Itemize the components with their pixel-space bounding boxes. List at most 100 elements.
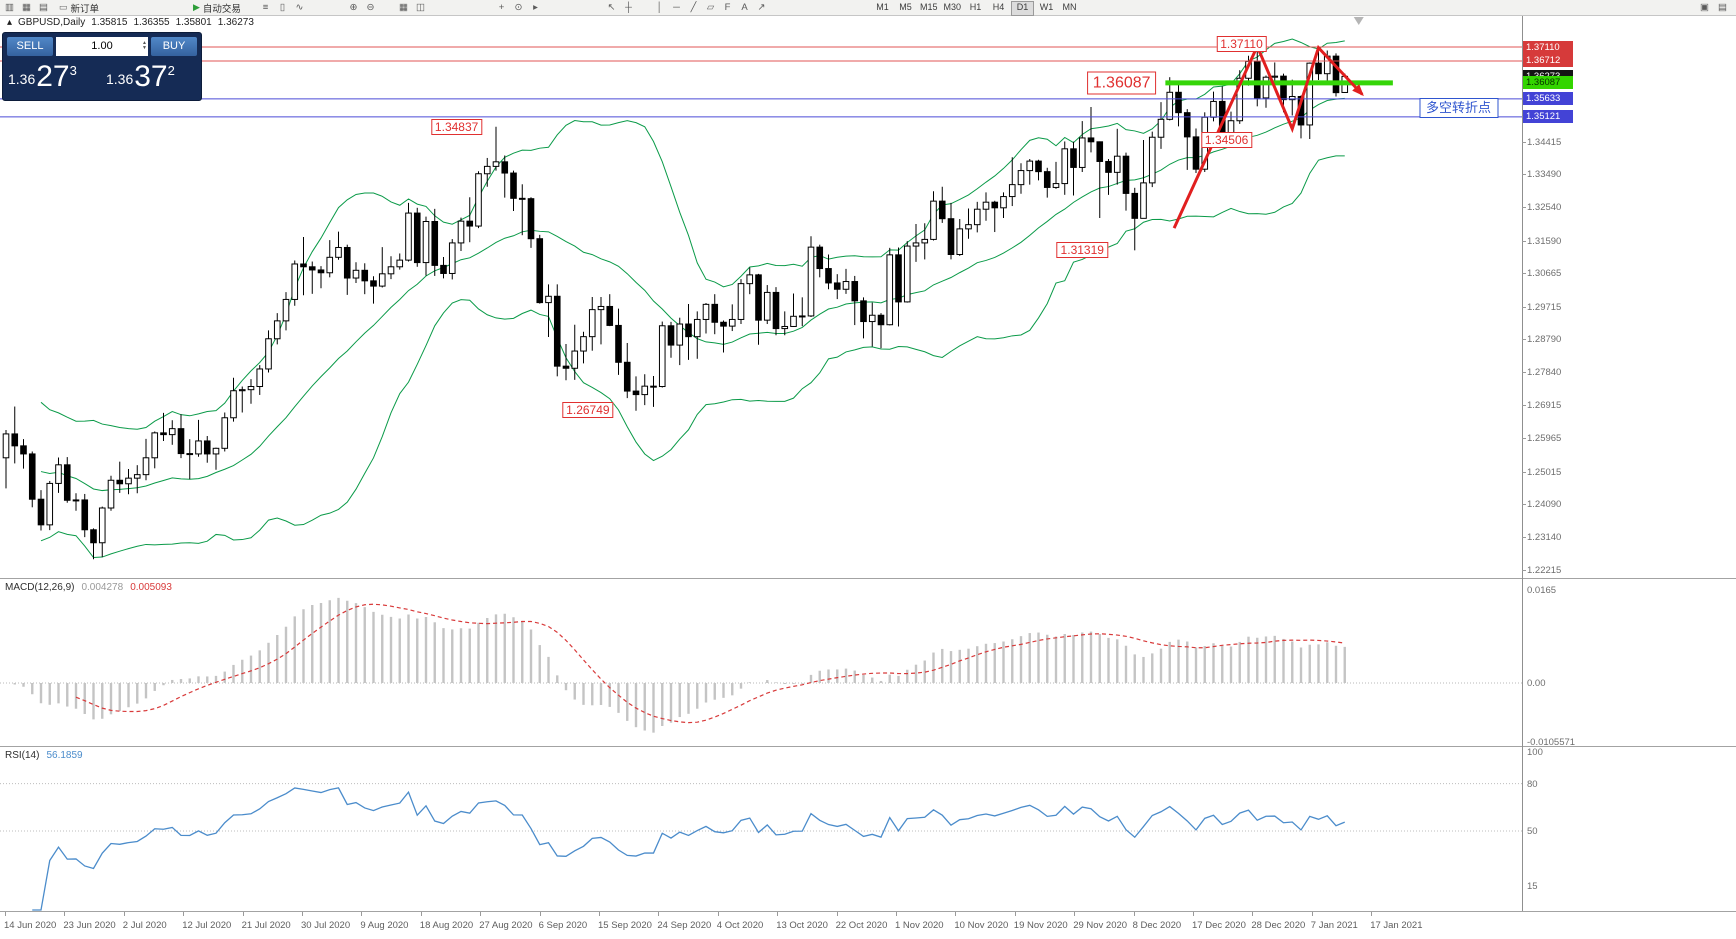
price-annotation[interactable]: 1.34837	[430, 118, 483, 135]
candle-body	[895, 254, 902, 303]
rsi-panel-canvas[interactable]	[0, 747, 1522, 911]
candle-body	[580, 336, 587, 352]
toolbar-channel-tool-icon[interactable]: ▱	[706, 2, 715, 13]
toolbar-market-watch-icon[interactable]: ▤	[39, 2, 48, 13]
candle-body	[2, 433, 10, 459]
chart-shift-marker-icon[interactable]	[1353, 17, 1364, 25]
price-annotation[interactable]: 1.31319	[1056, 241, 1108, 258]
price-annotation[interactable]: 1.26749	[562, 402, 614, 419]
toolbar-cascade-windows-icon[interactable]: ◫	[416, 2, 425, 13]
candle-body	[378, 273, 386, 287]
buy-button[interactable]: BUY	[151, 37, 197, 56]
candle-body	[247, 386, 255, 391]
candle-body	[405, 212, 412, 261]
timeframe-mn-button[interactable]: MN	[1062, 2, 1077, 12]
toolbar-vertical-line-tool-icon[interactable]: │	[656, 2, 663, 13]
candle-body	[422, 221, 430, 264]
toolbar-auto-scroll-icon[interactable]: ▸	[533, 2, 538, 13]
candle-body	[825, 268, 832, 284]
timeframe-h1-button[interactable]: H1	[969, 2, 982, 12]
volume-up-icon[interactable]: ▲	[142, 40, 147, 46]
timeframe-w1-button[interactable]: W1	[1039, 2, 1054, 12]
toolbar-new-chart-icon[interactable]: ▥	[5, 2, 14, 13]
volume-value: 1.00	[91, 40, 113, 52]
candle-body	[256, 368, 264, 388]
timeframe-m15-button[interactable]: M15	[920, 2, 938, 12]
toolbar-restore-window-icon[interactable]: ▤	[1718, 2, 1727, 13]
candle-body	[291, 263, 299, 300]
collapse-marker-icon[interactable]: ▴	[7, 17, 13, 28]
candle-body	[370, 280, 377, 287]
toolbar-auto-trading-button[interactable]: ▶ 自动交易	[190, 1, 244, 15]
candle-body	[1192, 136, 1200, 170]
toolbar-chart-window-icon[interactable]: ▣	[1700, 2, 1709, 13]
candle-body	[168, 428, 176, 436]
price-axis[interactable]	[1522, 15, 1602, 911]
zigzag-arrow-object[interactable]	[1172, 42, 1364, 229]
toolbar-trendline-tool-icon[interactable]: ╱	[690, 2, 697, 13]
timeframe-m5-button[interactable]: M5	[899, 2, 912, 12]
candle-body	[938, 200, 946, 220]
price-annotation[interactable]: 1.34506	[1200, 132, 1253, 149]
turning-point-note[interactable]: 多空转折点	[1418, 97, 1499, 118]
rsi-panel-separator[interactable]	[0, 746, 1736, 747]
toolbar-zoom-out-icon[interactable]: ⊖	[366, 2, 375, 13]
timeframe-h4-button[interactable]: H4	[992, 2, 1005, 12]
timeframe-bar: M1 M5 M15 M30 H1 H4 D1 W1 MN	[872, 1, 1080, 16]
macd-panel-canvas[interactable]	[0, 579, 1522, 746]
candle-body	[1017, 170, 1025, 186]
toolbar-line-chart-mode-icon[interactable]: ∿	[295, 2, 304, 13]
sell-button[interactable]: SELL	[7, 37, 53, 56]
timeframe-d1-button[interactable]: D1	[1011, 1, 1035, 16]
buy-price-frac: 2	[167, 63, 175, 78]
candle-body	[352, 269, 360, 279]
toolbar-tile-windows-icon[interactable]: ▦	[399, 2, 408, 13]
toolbar-arrow-tool-icon[interactable]: ↗	[757, 2, 766, 13]
rsi-title: RSI(14) 56.1859	[5, 750, 83, 761]
toolbar-crosshair-icon[interactable]: ┼	[625, 2, 632, 13]
macd-panel-separator[interactable]	[0, 578, 1736, 579]
toolbar-bar-chart-mode-icon[interactable]: ≡	[262, 2, 269, 13]
toolbar-horizontal-line-tool-icon[interactable]: ─	[673, 2, 680, 13]
toolbar-zoom-in-icon[interactable]: ⊕	[349, 2, 358, 13]
candle-body	[562, 365, 570, 369]
volume-down-icon[interactable]: ▼	[142, 45, 147, 51]
rsi-value: 56.1859	[46, 750, 83, 761]
candle-body	[457, 220, 465, 244]
candle-body	[11, 433, 19, 447]
main-toolbar: M1 M5 M15 M30 H1 H4 D1 W1 MN ▣ ▤ ▥ ▦ ▤ ▭ 新订单 ▶ 自动交易 ≡ ▯ ∿ ⊕…	[0, 0, 1736, 16]
toolbar-profiles-icon[interactable]: ▦	[22, 2, 31, 13]
candle-body	[1061, 148, 1069, 185]
candle-body	[1131, 192, 1139, 219]
volume-input[interactable]: 1.00 ▲ ▼	[56, 37, 148, 56]
toolbar-new-order-button[interactable]: ▭ 新订单	[56, 1, 102, 15]
candle-body	[553, 295, 561, 367]
candle-body	[1140, 182, 1147, 219]
macd-signal-value: 0.005093	[130, 582, 172, 593]
timeframe-m30-button[interactable]: M30	[943, 2, 962, 12]
toolbar-candlestick-mode-icon[interactable]: ▯	[279, 2, 286, 13]
toolbar-add-indicator-icon[interactable]: +	[498, 2, 505, 13]
toolbar-group-pointer: ↖ ┼	[604, 1, 636, 14]
price-chart-canvas[interactable]	[0, 15, 1522, 578]
timeframe-m1-button[interactable]: M1	[876, 2, 889, 12]
candle-body	[842, 281, 850, 290]
candle-body	[606, 305, 614, 326]
candle-body	[982, 201, 990, 210]
toolbar-period-templates-icon[interactable]: ⊙	[514, 2, 523, 13]
price-annotation[interactable]: 1.37110	[1216, 35, 1267, 52]
candle-body	[833, 282, 841, 290]
toolbar-text-tool-icon[interactable]: A	[741, 2, 748, 13]
candle-body	[755, 274, 762, 321]
toolbar-cursor-icon[interactable]: ↖	[607, 2, 616, 13]
time-axis[interactable]	[0, 912, 1522, 939]
toolbar-group-order: ▭ 新订单	[56, 1, 102, 15]
candle-body	[448, 242, 456, 274]
macd-title: MACD(12,26,9) 0.004278 0.005093	[5, 582, 172, 593]
price-annotation[interactable]: 1.36087	[1086, 71, 1157, 95]
candle-body	[1183, 112, 1191, 138]
toolbar-fibonacci-tool-icon[interactable]: F	[724, 2, 731, 13]
candle-body	[1035, 160, 1042, 173]
sell-price-pips: 27	[36, 60, 70, 93]
